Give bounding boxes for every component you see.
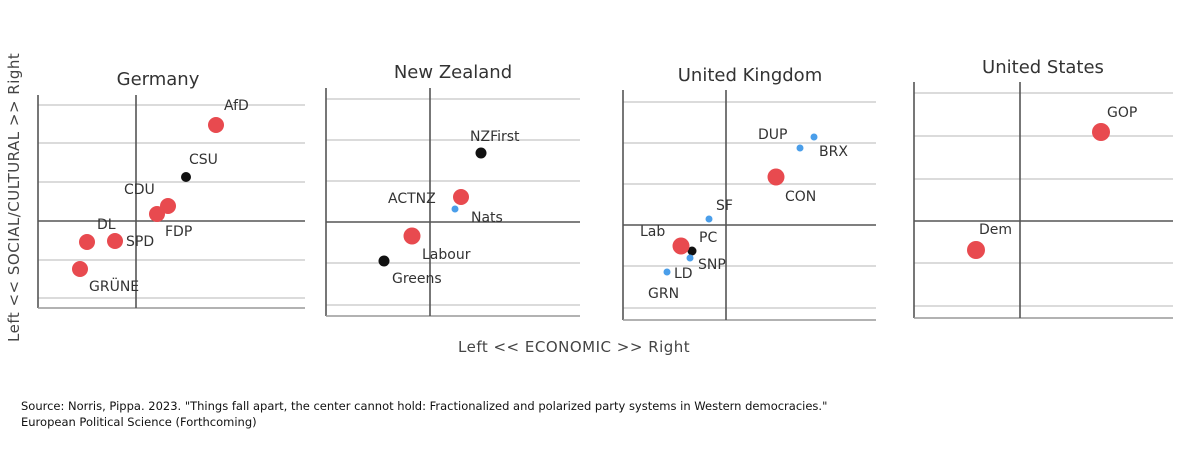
panel-title-new-zealand: New Zealand: [394, 62, 512, 83]
point-brx: [796, 144, 804, 152]
point-greens: [378, 255, 390, 267]
point-csu: [181, 172, 191, 182]
label-labour: Labour: [422, 247, 471, 263]
point-spd: [107, 233, 123, 249]
label-pc: PC: [699, 230, 717, 246]
label-gop: GOP: [1107, 105, 1137, 121]
panel-new-zealand: New Zealand NZFirst ACTNZ Nats Labour Gr…: [325, 62, 580, 317]
label-actnz: ACTNZ: [388, 191, 436, 207]
y-axis-label: Left << SOCIAL/CULTURAL >> Right: [5, 53, 23, 342]
label-con: CON: [785, 189, 816, 205]
label-afd: AfD: [224, 98, 249, 114]
source-line-2: European Political Science (Forthcoming): [21, 415, 257, 429]
label-dem: Dem: [979, 222, 1012, 238]
label-dup: DUP: [758, 127, 787, 143]
point-grune: [72, 261, 88, 277]
label-lab: Lab: [640, 224, 665, 240]
panel-title-germany: Germany: [117, 69, 200, 90]
label-greens: Greens: [392, 271, 442, 287]
gridlines: [38, 104, 305, 299]
gridlines: [623, 101, 876, 309]
label-dl: DL: [97, 217, 116, 233]
point-lab: [672, 237, 690, 255]
source-citation: Source: Norris, Pippa. 2023. "Things fal…: [21, 398, 827, 430]
panel-united-kingdom: United Kingdom DUP BRX CON SF Lab PC SNP…: [622, 65, 876, 321]
label-nzfirst: NZFirst: [470, 129, 520, 145]
point-con: [767, 168, 785, 186]
panel-germany: Germany AfD CSU CDU FDP DL SPD GRÜNE: [37, 69, 305, 309]
point-pc: [687, 246, 697, 256]
point-fdp: [149, 206, 165, 222]
point-ld: [663, 268, 671, 276]
source-line-1: Source: Norris, Pippa. 2023. "Things fal…: [21, 399, 828, 413]
label-snp: SNP: [698, 257, 726, 273]
label-nats: Nats: [471, 210, 503, 226]
panel-title-united-states: United States: [982, 57, 1104, 78]
point-actnz: [453, 189, 469, 205]
point-dem: [967, 241, 985, 259]
label-brx: BRX: [819, 144, 848, 160]
label-sf: SF: [716, 198, 733, 214]
label-grn: GRN: [648, 286, 679, 302]
point-cdu: [160, 198, 176, 214]
point-nzfirst: [475, 147, 487, 159]
label-spd: SPD: [126, 234, 154, 250]
panel-united-states: United States GOP Dem: [913, 57, 1173, 319]
label-csu: CSU: [189, 152, 218, 168]
point-dl: [79, 234, 95, 250]
point-labour: [403, 227, 421, 245]
point-snp: [686, 254, 694, 262]
point-gop: [1092, 123, 1110, 141]
label-grune: GRÜNE: [89, 277, 139, 295]
gridlines: [326, 98, 580, 306]
panel-title-united-kingdom: United Kingdom: [678, 65, 822, 86]
point-dup: [810, 133, 818, 141]
label-ld: LD: [674, 266, 693, 282]
point-nats: [451, 205, 459, 213]
x-axis-label: Left << ECONOMIC >> Right: [458, 338, 690, 356]
point-afd: [208, 117, 224, 133]
point-sf: [705, 215, 713, 223]
label-cdu: CDU: [124, 182, 155, 198]
label-fdp: FDP: [165, 224, 192, 240]
gridlines: [914, 92, 1173, 307]
